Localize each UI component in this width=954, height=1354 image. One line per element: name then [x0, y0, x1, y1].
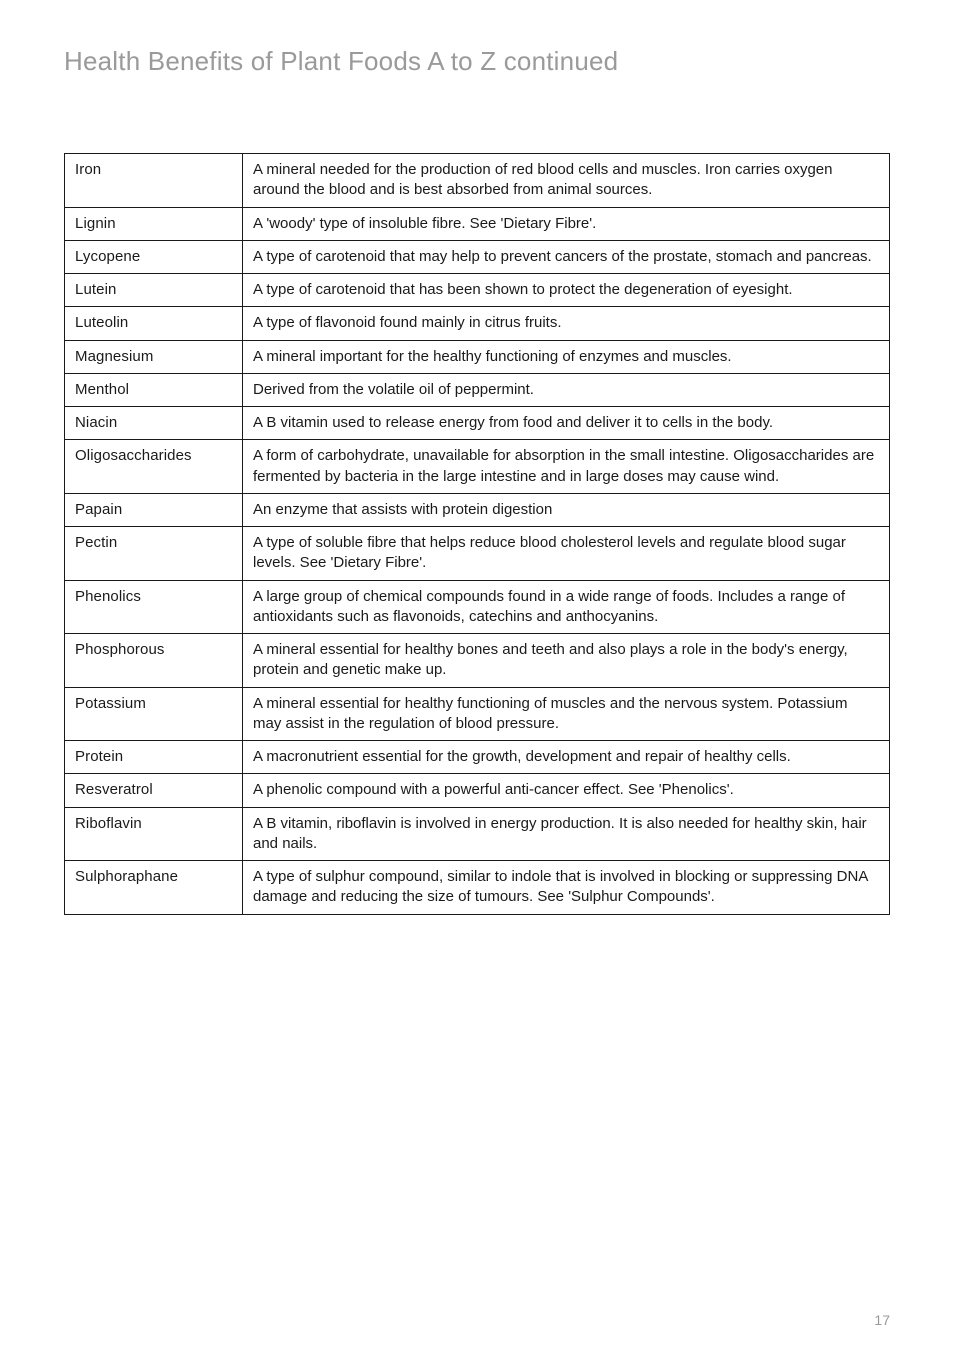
definition-cell: A mineral needed for the production of r…: [243, 154, 890, 208]
definition-cell: A B vitamin used to release energy from …: [243, 407, 890, 440]
definition-cell: Derived from the volatile oil of pepperm…: [243, 373, 890, 406]
table-row: Iron A mineral needed for the production…: [65, 154, 890, 208]
table-row: Potassium A mineral essential for health…: [65, 687, 890, 741]
term-cell: Protein: [65, 741, 243, 774]
table-row: Protein A macronutrient essential for th…: [65, 741, 890, 774]
definition-cell: An enzyme that assists with protein dige…: [243, 493, 890, 526]
term-cell: Oligosaccharides: [65, 440, 243, 494]
term-cell: Resveratrol: [65, 774, 243, 807]
glossary-tbody: Iron A mineral needed for the production…: [65, 154, 890, 915]
table-row: Sulphoraphane A type of sulphur compound…: [65, 861, 890, 915]
term-cell: Iron: [65, 154, 243, 208]
term-cell: Lignin: [65, 207, 243, 240]
page-title: Health Benefits of Plant Foods A to Z co…: [64, 46, 890, 77]
term-cell: Magnesium: [65, 340, 243, 373]
table-row: Lycopene A type of carotenoid that may h…: [65, 240, 890, 273]
definition-cell: A macronutrient essential for the growth…: [243, 741, 890, 774]
definition-cell: A type of carotenoid that may help to pr…: [243, 240, 890, 273]
term-cell: Luteolin: [65, 307, 243, 340]
table-row: Oligosaccharides A form of carbohydrate,…: [65, 440, 890, 494]
definition-cell: A form of carbohydrate, unavailable for …: [243, 440, 890, 494]
table-row: Phenolics A large group of chemical comp…: [65, 580, 890, 634]
table-row: Pectin A type of soluble fibre that help…: [65, 527, 890, 581]
table-row: Lignin A 'woody' type of insoluble fibre…: [65, 207, 890, 240]
definition-cell: A large group of chemical compounds foun…: [243, 580, 890, 634]
table-row: Magnesium A mineral important for the he…: [65, 340, 890, 373]
definition-cell: A mineral essential for healthy function…: [243, 687, 890, 741]
definition-cell: A type of carotenoid that has been shown…: [243, 274, 890, 307]
page-number: 17: [874, 1312, 890, 1328]
definition-cell: A type of sulphur compound, similar to i…: [243, 861, 890, 915]
table-row: Luteolin A type of flavonoid found mainl…: [65, 307, 890, 340]
definition-cell: A mineral essential for healthy bones an…: [243, 634, 890, 688]
definition-cell: A B vitamin, riboflavin is involved in e…: [243, 807, 890, 861]
table-row: Lutein A type of carotenoid that has bee…: [65, 274, 890, 307]
definition-cell: A mineral important for the healthy func…: [243, 340, 890, 373]
definition-cell: A type of soluble fibre that helps reduc…: [243, 527, 890, 581]
table-row: Phosphorous A mineral essential for heal…: [65, 634, 890, 688]
term-cell: Phenolics: [65, 580, 243, 634]
term-cell: Potassium: [65, 687, 243, 741]
term-cell: Niacin: [65, 407, 243, 440]
table-row: Riboflavin A B vitamin, riboflavin is in…: [65, 807, 890, 861]
table-row: Menthol Derived from the volatile oil of…: [65, 373, 890, 406]
term-cell: Riboflavin: [65, 807, 243, 861]
term-cell: Papain: [65, 493, 243, 526]
term-cell: Sulphoraphane: [65, 861, 243, 915]
table-row: Resveratrol A phenolic compound with a p…: [65, 774, 890, 807]
glossary-table: Iron A mineral needed for the production…: [64, 153, 890, 915]
definition-cell: A 'woody' type of insoluble fibre. See '…: [243, 207, 890, 240]
definition-cell: A type of flavonoid found mainly in citr…: [243, 307, 890, 340]
term-cell: Pectin: [65, 527, 243, 581]
definition-cell: A phenolic compound with a powerful anti…: [243, 774, 890, 807]
table-row: Papain An enzyme that assists with prote…: [65, 493, 890, 526]
term-cell: Menthol: [65, 373, 243, 406]
term-cell: Lycopene: [65, 240, 243, 273]
term-cell: Phosphorous: [65, 634, 243, 688]
term-cell: Lutein: [65, 274, 243, 307]
table-row: Niacin A B vitamin used to release energ…: [65, 407, 890, 440]
document-page: Health Benefits of Plant Foods A to Z co…: [0, 0, 954, 1354]
